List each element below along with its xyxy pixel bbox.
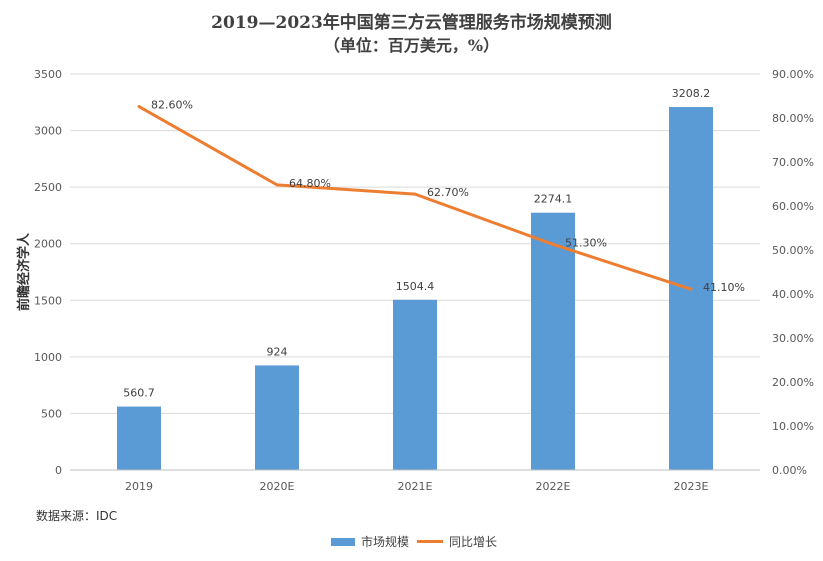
y2-tick-label: 30.00% xyxy=(772,332,814,345)
y-tick-label: 1500 xyxy=(34,294,62,307)
y2-tick-label: 80.00% xyxy=(772,112,814,125)
x-tick-label: 2022E xyxy=(536,480,571,493)
line-point xyxy=(413,192,417,196)
y2-tick-label: 0.00% xyxy=(772,464,807,477)
line-data-label: 82.60% xyxy=(151,99,193,112)
y2-tick-label: 20.00% xyxy=(772,376,814,389)
bar xyxy=(117,406,161,470)
y2-tick-label: 60.00% xyxy=(772,200,814,213)
y2-tick-label: 40.00% xyxy=(772,288,814,301)
legend-item-line: 同比增长 xyxy=(417,533,497,550)
y2-tick-label: 10.00% xyxy=(772,420,814,433)
bar-data-label: 1504.4 xyxy=(396,280,435,293)
legend-swatch-line xyxy=(417,540,443,543)
bar-data-label: 3208.2 xyxy=(672,87,711,100)
y-tick-label: 3000 xyxy=(34,125,62,138)
x-tick-label: 2019 xyxy=(125,480,153,493)
y-tick-label: 2000 xyxy=(34,238,62,251)
bar xyxy=(255,365,299,470)
watermark-text: 前瞻经济学人 xyxy=(16,232,32,311)
bar xyxy=(393,299,437,470)
y-tick-label: 500 xyxy=(41,407,62,420)
x-tick-label: 2023E xyxy=(674,480,709,493)
line-data-label: 41.10% xyxy=(703,281,745,294)
bar xyxy=(531,212,575,470)
y2-tick-label: 90.00% xyxy=(772,68,814,81)
line-point xyxy=(551,242,555,246)
line-data-label: 64.80% xyxy=(289,177,331,190)
y-tick-label: 3500 xyxy=(34,68,62,81)
y-tick-label: 1000 xyxy=(34,351,62,364)
source-note: 数据来源：IDC xyxy=(36,509,118,523)
chart-subtitle: （单位：百万美元，%） xyxy=(323,36,500,55)
y2-tick-label: 50.00% xyxy=(772,244,814,257)
series-line xyxy=(138,105,692,291)
bar-data-label: 560.7 xyxy=(123,387,155,400)
bar-data-label: 2274.1 xyxy=(534,193,573,206)
y-tick-label: 2500 xyxy=(34,181,62,194)
x-tick-label: 2020E xyxy=(260,480,295,493)
legend-swatch-bar xyxy=(331,537,355,546)
legend-item-bar: 市场规模 xyxy=(331,533,409,550)
bar-data-label: 924 xyxy=(267,345,288,358)
legend-label-line: 同比增长 xyxy=(449,535,498,549)
line-point xyxy=(689,287,693,291)
x-tick-label: 2021E xyxy=(398,480,433,493)
legend-label-bar: 市场规模 xyxy=(361,535,410,549)
y2-tick-label: 70.00% xyxy=(772,156,814,169)
line-data-label: 62.70% xyxy=(427,186,469,199)
line-point xyxy=(275,183,279,187)
y-tick-label: 0 xyxy=(55,464,62,477)
chart-title: 2019—2023年中国第三方云管理服务市场规模预测 xyxy=(211,13,612,33)
line-point xyxy=(137,105,141,109)
line-data-label: 51.30% xyxy=(565,236,607,249)
